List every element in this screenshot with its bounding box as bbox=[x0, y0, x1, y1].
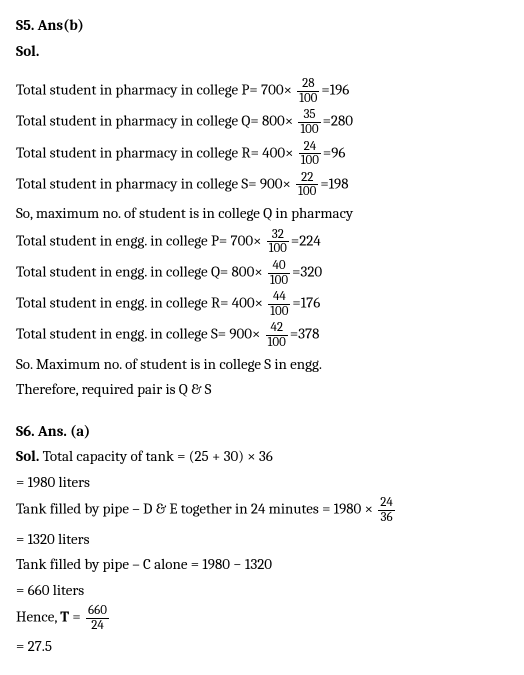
fraction: 32100 bbox=[267, 228, 289, 256]
text: Total student in engg. in college R= 400… bbox=[16, 294, 263, 312]
text: Total student in engg. in college S= 900… bbox=[16, 325, 260, 343]
fraction: 40100 bbox=[268, 259, 290, 287]
s5-text1: So, maximum no. of student is in college… bbox=[16, 202, 508, 225]
fraction: 22100 bbox=[296, 171, 318, 199]
text: =96 bbox=[323, 143, 346, 161]
text: Total student in pharmacy in college P= … bbox=[16, 81, 292, 99]
s6-hence: Hence, T = 66024 bbox=[16, 604, 508, 632]
s5-sol-label: Sol. bbox=[16, 40, 508, 63]
text: Total student in engg. in college Q= 800… bbox=[16, 263, 263, 281]
fraction: 2436 bbox=[378, 496, 395, 524]
text: Total capacity of tank = (25 + 30) × 36 bbox=[43, 447, 273, 465]
s6-line3: Tank filled by pipe – D & E together in … bbox=[16, 496, 508, 524]
s5-text2: So. Maximum no. of student is in college… bbox=[16, 353, 508, 376]
s6-line5: Tank filled by pipe – C alone = 1980 − 1… bbox=[16, 553, 508, 576]
text: = bbox=[69, 608, 84, 626]
text: =378 bbox=[290, 325, 320, 343]
s5-pharmacy-r: Total student in pharmacy in college R= … bbox=[16, 140, 508, 168]
text: =176 bbox=[292, 294, 320, 312]
s6-line2: = 1980 liters bbox=[16, 471, 508, 494]
s5-text3: Therefore, required pair is Q & S bbox=[16, 378, 508, 401]
text: Total student in pharmacy in college S= … bbox=[16, 174, 291, 192]
text: Total student in engg. in college P= 700… bbox=[16, 231, 261, 249]
text: =198 bbox=[320, 174, 348, 192]
fraction: 42100 bbox=[266, 321, 288, 349]
text: Hence, bbox=[16, 608, 60, 626]
s5-engg-s: Total student in engg. in college S= 900… bbox=[16, 321, 508, 349]
s6-line1: Sol. Total capacity of tank = (25 + 30) … bbox=[16, 445, 508, 468]
fraction: 35100 bbox=[298, 108, 320, 136]
s5-pharmacy-s: Total student in pharmacy in college S= … bbox=[16, 171, 508, 199]
s6-line8: = 27.5 bbox=[16, 635, 508, 658]
s6-line6: = 660 liters bbox=[16, 579, 508, 602]
s6-header: S6. Ans. (a) bbox=[16, 420, 508, 443]
fraction: 44100 bbox=[268, 290, 290, 318]
text: =320 bbox=[292, 263, 322, 281]
fraction: 28100 bbox=[297, 77, 319, 105]
text: =280 bbox=[323, 112, 353, 130]
text: =224 bbox=[291, 231, 321, 249]
text: Tank filled by pipe – D & E together in … bbox=[16, 500, 373, 518]
text: Total student in pharmacy in college R= … bbox=[16, 143, 293, 161]
s5-engg-q: Total student in engg. in college Q= 800… bbox=[16, 259, 508, 287]
s6-sol-label: Sol. bbox=[16, 447, 43, 465]
s5-header: S5. Ans(b) bbox=[16, 14, 508, 37]
s5-engg-r: Total student in engg. in college R= 400… bbox=[16, 290, 508, 318]
fraction: 24100 bbox=[299, 140, 321, 168]
text: =196 bbox=[321, 81, 349, 99]
fraction: 66024 bbox=[86, 604, 109, 632]
variable-T: T bbox=[60, 608, 69, 626]
s5-engg-p: Total student in engg. in college P= 700… bbox=[16, 228, 508, 256]
s6-line4: = 1320 liters bbox=[16, 528, 508, 551]
s5-pharmacy-p: Total student in pharmacy in college P= … bbox=[16, 77, 508, 105]
text: Total student in pharmacy in college Q= … bbox=[16, 112, 293, 130]
s5-pharmacy-q: Total student in pharmacy in college Q= … bbox=[16, 108, 508, 136]
